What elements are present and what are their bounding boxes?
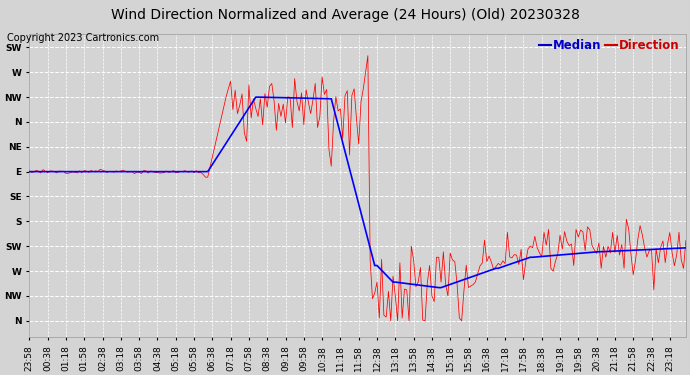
Text: Wind Direction Normalized and Average (24 Hours) (Old) 20230328: Wind Direction Normalized and Average (2…	[110, 8, 580, 21]
Text: Copyright 2023 Cartronics.com: Copyright 2023 Cartronics.com	[7, 33, 159, 43]
Legend: Median, Direction: Median, Direction	[539, 39, 680, 53]
